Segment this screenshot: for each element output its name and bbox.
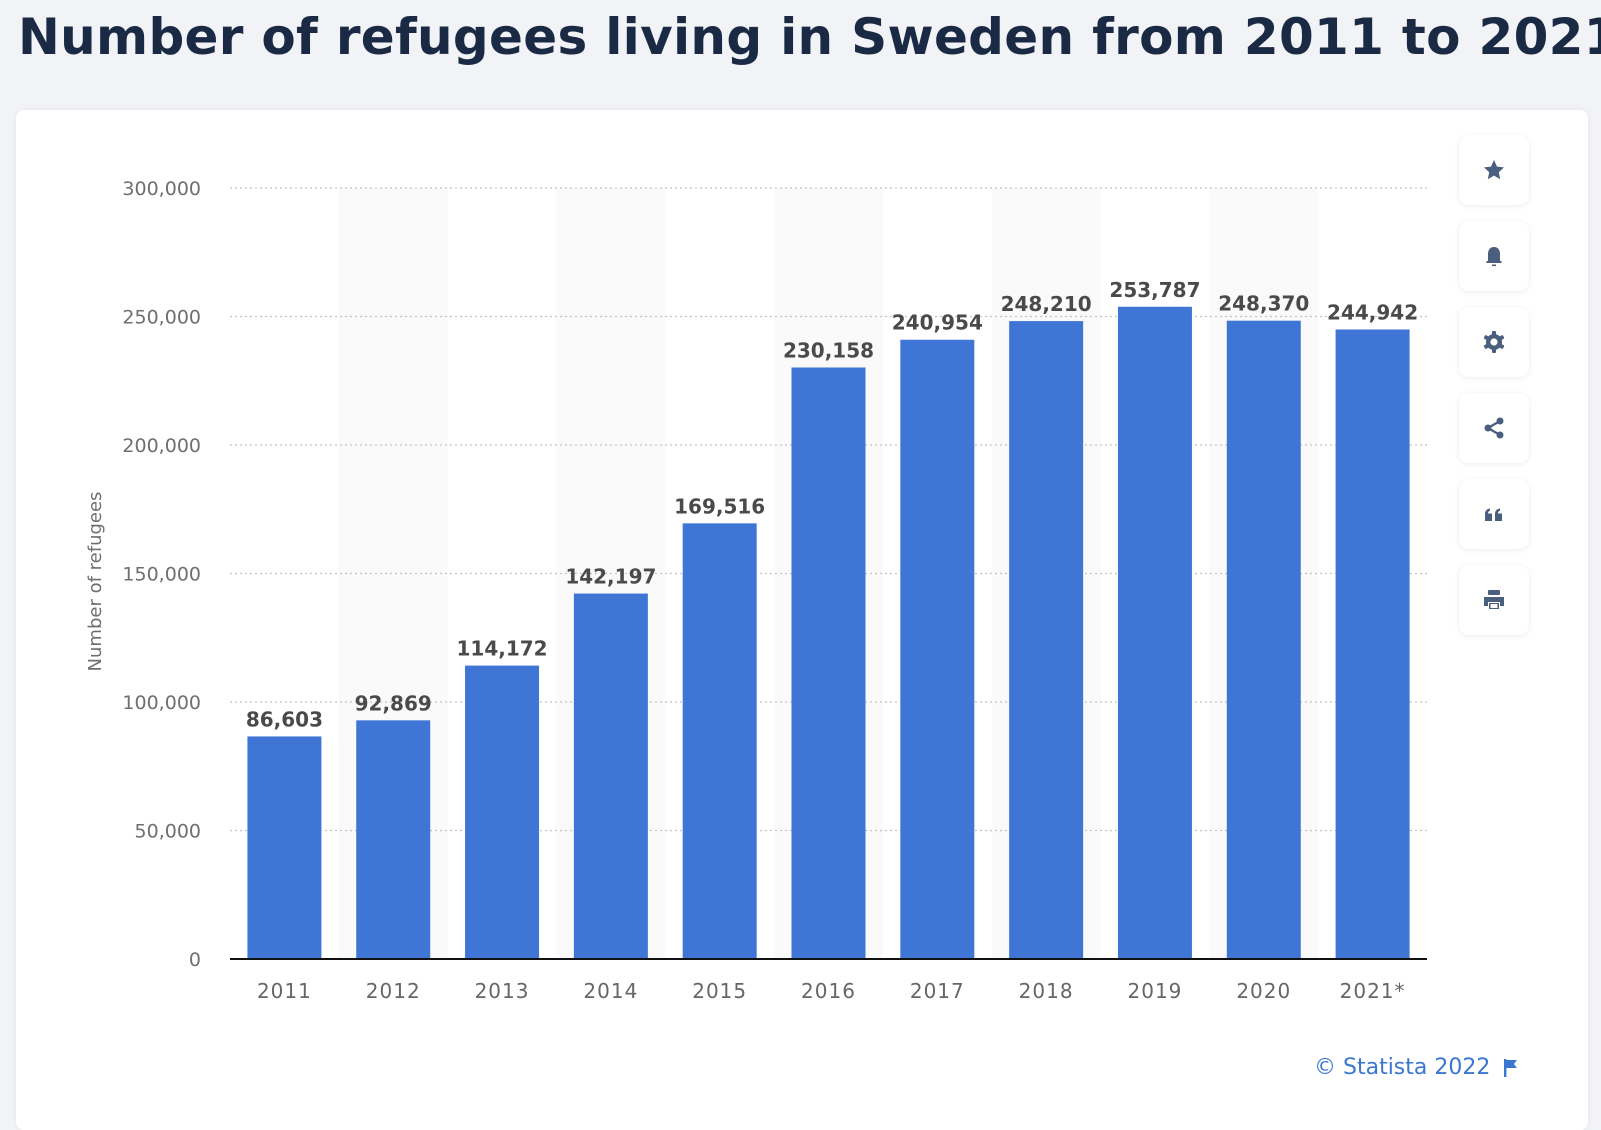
- y-tick-label: 50,000: [135, 821, 201, 843]
- data-label: 244,942: [1327, 300, 1418, 324]
- toolbar: [1459, 135, 1529, 651]
- y-tick-label: 200,000: [122, 435, 201, 457]
- data-label: 240,954: [892, 311, 983, 335]
- data-label: 248,210: [1001, 292, 1092, 316]
- y-tick-label: 0: [189, 949, 201, 971]
- cite-button[interactable]: [1459, 479, 1529, 549]
- bar: [791, 367, 866, 960]
- bar: [573, 593, 648, 959]
- y-tick-label: 100,000: [122, 692, 201, 714]
- y-axis-label: Number of refugees: [85, 492, 106, 672]
- statista-credit[interactable]: © Statista 2022: [1314, 1055, 1518, 1080]
- bar: [247, 736, 322, 959]
- share-button[interactable]: [1459, 393, 1529, 463]
- print-icon: [1484, 590, 1504, 609]
- x-tick-label: 2017: [910, 979, 965, 1003]
- data-label: 253,787: [1109, 278, 1200, 302]
- quote-icon: [1485, 508, 1502, 521]
- bar: [465, 665, 540, 959]
- flag-icon[interactable]: [1504, 1058, 1518, 1077]
- gear-icon: [1483, 331, 1505, 353]
- x-tick-label: 2014: [583, 979, 638, 1003]
- data-label: 230,158: [783, 338, 874, 362]
- data-label: 248,370: [1218, 292, 1309, 316]
- bar: [356, 720, 431, 959]
- x-tick-label: 2011: [257, 979, 312, 1003]
- x-tick-label: 2021*: [1340, 979, 1406, 1003]
- bar-chart: 0 50,000 100,000 150,000 200,000 250,000 300,0…: [85, 178, 1427, 1003]
- settings-button[interactable]: [1459, 307, 1529, 377]
- bar: [1117, 306, 1192, 959]
- data-label: 142,197: [565, 565, 656, 589]
- x-tick-label: 2019: [1128, 979, 1183, 1003]
- data-label: 86,603: [246, 707, 323, 731]
- x-tick-label: 2013: [475, 979, 530, 1003]
- x-tick-label: 2016: [801, 979, 856, 1003]
- x-tick-label: 2018: [1019, 979, 1074, 1003]
- share-icon: [1484, 417, 1504, 439]
- data-label: 92,869: [355, 691, 432, 715]
- print-button[interactable]: [1459, 565, 1529, 635]
- x-tick-label: 2015: [692, 979, 747, 1003]
- bell-icon: [1486, 247, 1502, 267]
- bar: [1226, 320, 1301, 959]
- data-label: 169,516: [674, 494, 765, 518]
- favorite-button[interactable]: [1459, 135, 1529, 205]
- y-tick-label: 150,000: [122, 564, 201, 586]
- bar: [900, 339, 975, 959]
- y-tick-label: 250,000: [122, 307, 201, 329]
- credit-text[interactable]: © Statista 2022: [1314, 1055, 1491, 1080]
- chart-title: Number of refugees living in Sweden from…: [18, 8, 1601, 66]
- x-tick-label: 2020: [1236, 979, 1291, 1003]
- bar: [1009, 321, 1084, 959]
- bar: [682, 523, 757, 959]
- chart-card: 0 50,000 100,000 150,000 200,000 250,000 300,0…: [16, 110, 1588, 1130]
- alert-button[interactable]: [1459, 221, 1529, 291]
- bar: [1335, 329, 1410, 960]
- data-label: 114,172: [456, 637, 547, 661]
- y-tick-label: 300,000: [122, 178, 201, 200]
- star-icon: [1484, 160, 1504, 180]
- x-tick-label: 2012: [366, 979, 421, 1003]
